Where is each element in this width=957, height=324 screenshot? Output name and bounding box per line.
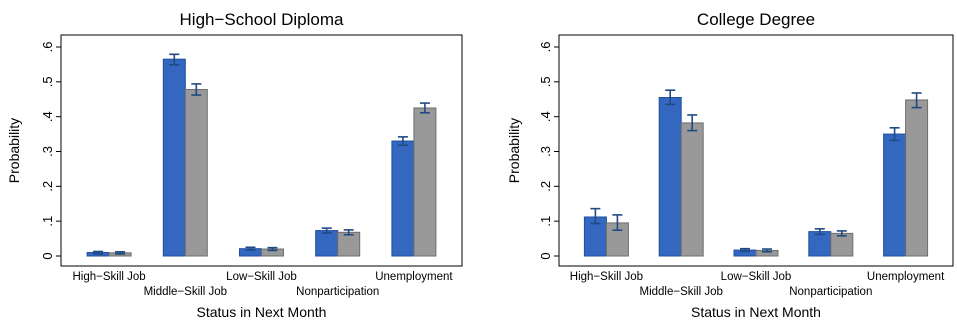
chart-title: College Degree [697,10,815,29]
y-tick-label: 0 [538,252,553,259]
bar [808,231,832,257]
y-tick-label: 0 [40,252,55,259]
x-tick-label: Nonparticipation [296,286,379,298]
bar [905,99,929,257]
x-tick-label: High−Skill Job [570,271,643,283]
x-tick-label: Unemployment [375,271,453,283]
x-tick-label: Low−Skill Job [721,271,792,283]
y-tick-label: .2 [40,181,55,192]
bar [391,140,415,257]
x-axis-label: Status in Next Month [691,304,821,320]
bar [337,231,361,257]
x-tick-label: Middle−Skill Job [144,286,227,298]
bar [162,58,186,257]
y-tick-label: .4 [40,111,55,122]
y-axis-label: Probability [506,118,522,183]
x-tick-label: Nonparticipation [789,286,872,298]
bar [658,97,682,257]
x-tick-label: Low−Skill Job [226,271,297,283]
bar [315,230,339,257]
y-tick-label: .6 [538,42,553,53]
x-tick-label: Middle−Skill Job [639,286,722,298]
y-tick-label: .3 [538,146,553,157]
y-tick-label: .4 [538,111,553,122]
y-tick-label: .6 [40,42,55,53]
y-tick-label: .5 [538,76,553,87]
y-tick-label: .1 [538,216,553,227]
y-tick-label: .1 [40,216,55,227]
x-tick-label: High−Skill Job [72,271,145,283]
y-axis-label: Probability [6,118,22,183]
plot-frame [60,34,463,267]
y-tick-label: .2 [538,181,553,192]
x-tick-label: Unemployment [867,271,945,283]
x-axis-label: Status in Next Month [197,304,327,320]
bar [413,107,437,257]
bar [883,133,907,257]
y-tick-label: .3 [40,146,55,157]
y-tick-label: .5 [40,76,55,87]
plot-frame [558,34,954,267]
chart-title: High−School Diploma [180,10,344,29]
bar [184,88,208,257]
bar [830,232,854,257]
bar [680,122,704,257]
